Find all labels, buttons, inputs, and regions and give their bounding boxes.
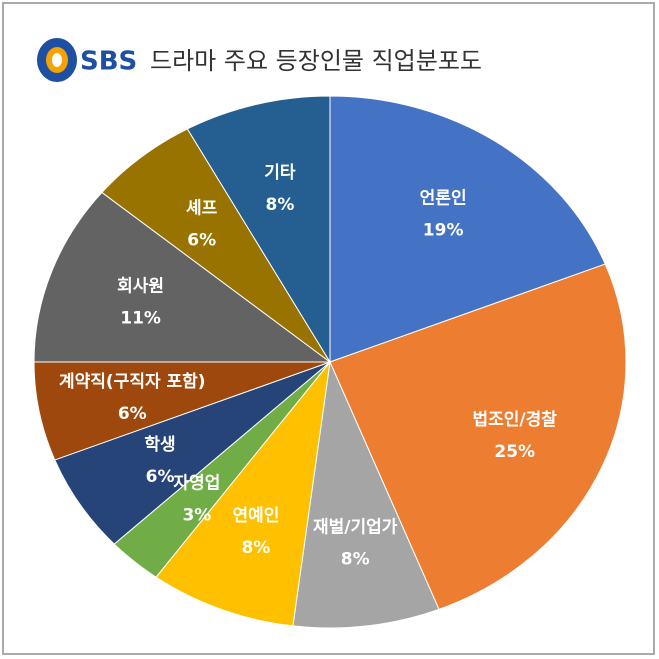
logo: SBS	[37, 38, 137, 82]
slice-label: 학생	[144, 435, 175, 455]
slice-label: 재벌/기업가	[313, 517, 398, 537]
slice-label: 언론인	[420, 188, 467, 208]
slice-label: 기타	[264, 163, 296, 183]
slice-value-label: 19%	[423, 220, 464, 240]
slice-label: 셰프	[186, 199, 218, 219]
pie-slice	[292, 360, 440, 629]
pie-slice	[186, 95, 331, 364]
slice-value-label: 25%	[494, 442, 535, 462]
slice-value-label: 6%	[118, 404, 147, 424]
logo-text: SBS	[80, 47, 137, 77]
slice-label: 연예인	[232, 506, 279, 526]
pie-slice	[155, 360, 331, 627]
chart-title: 드라마 주요 등장인물 직업분포도	[150, 47, 482, 75]
slice-value-label: 3%	[182, 506, 211, 526]
slice-label: 법조인/경찰	[473, 410, 558, 430]
pie-slice	[329, 95, 606, 363]
slice-value-label: 6%	[146, 467, 175, 487]
slice-value-label: 8%	[266, 195, 295, 215]
slice-value-label: 11%	[120, 309, 161, 329]
slice-value-label: 8%	[241, 538, 270, 558]
pie-slice	[33, 191, 332, 363]
slice-label: 계약직(구직자 포함)	[59, 371, 206, 392]
slice-label: 자영업	[173, 474, 220, 494]
slice-value-label: 6%	[187, 231, 216, 251]
pie-slice	[329, 263, 627, 610]
slice-label: 회사원	[117, 277, 164, 297]
slice-value-label: 8%	[341, 549, 370, 569]
